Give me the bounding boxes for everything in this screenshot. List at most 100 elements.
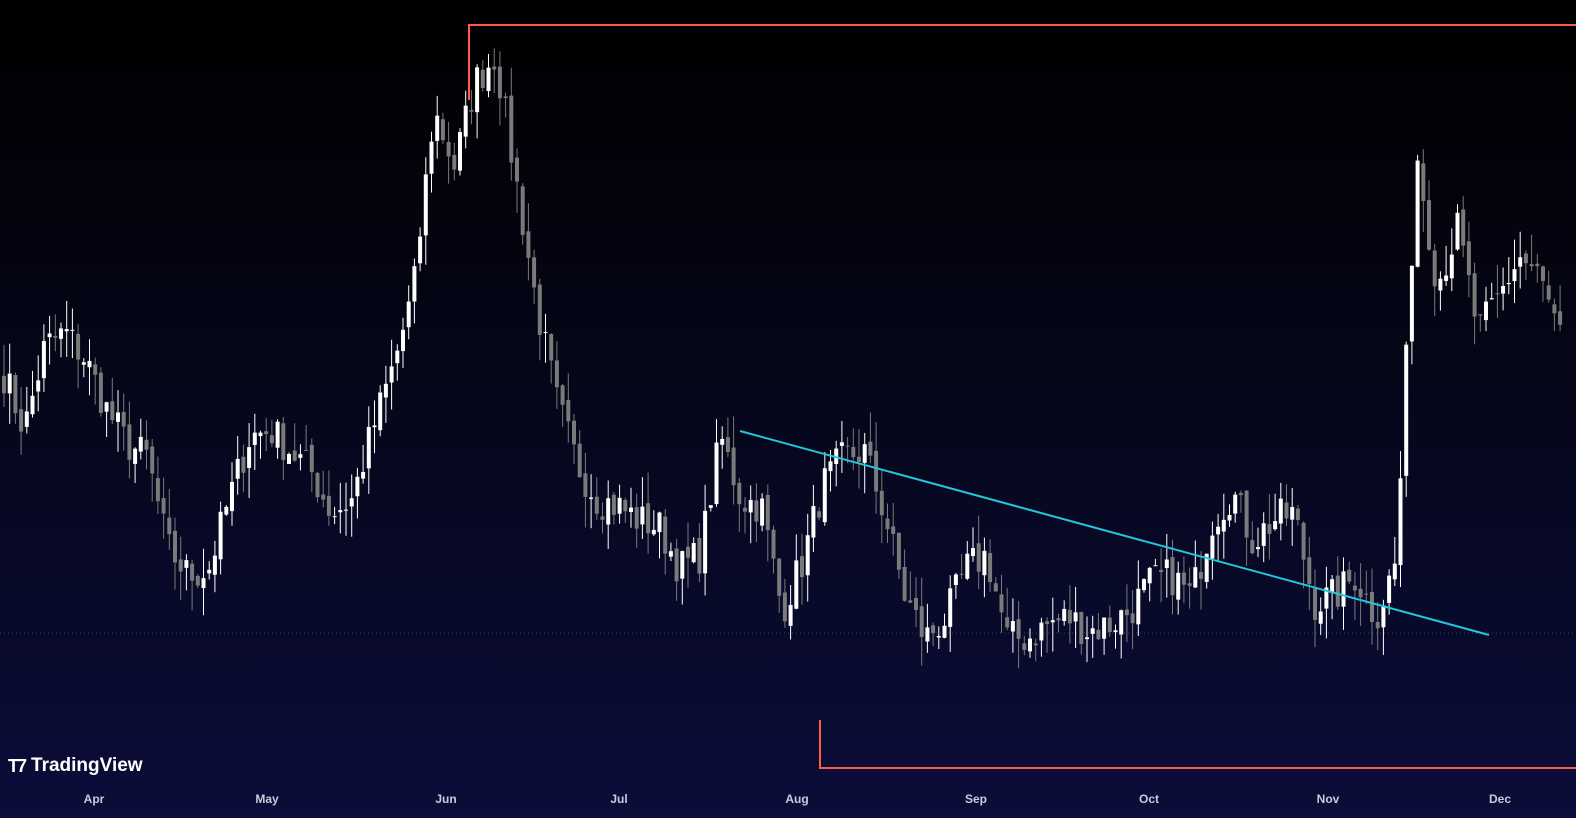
candle-body: [207, 569, 212, 574]
candle-body: [1432, 250, 1437, 287]
descending-trendline[interactable]: [739, 430, 1490, 636]
x-axis: Apr May Jun Jul Aug Sep Oct Nov Dec: [84, 792, 1512, 806]
candle-body: [1284, 502, 1289, 519]
candle-body: [155, 478, 160, 502]
candle-body: [857, 456, 861, 462]
candle-body: [554, 360, 559, 388]
candle-body: [1381, 605, 1386, 628]
candle-body: [1278, 498, 1283, 524]
candle-body: [110, 401, 115, 421]
candle-body: [771, 529, 776, 559]
candle-body: [7, 373, 12, 394]
candle-body: [178, 559, 183, 572]
candle-body: [201, 578, 206, 589]
candle-body: [1506, 282, 1511, 285]
candle-body: [36, 380, 41, 392]
candle-body: [1313, 588, 1317, 620]
candle-body: [475, 67, 480, 113]
candle-body: [515, 157, 519, 182]
candlestick-series: [2, 48, 1563, 669]
candle-body: [1541, 266, 1545, 281]
candle-body: [218, 511, 223, 560]
candle-body: [321, 494, 326, 500]
candle-body: [583, 473, 588, 497]
candle-body: [1102, 617, 1107, 639]
range-high-line[interactable]: [468, 24, 1576, 100]
candle-body: [1501, 286, 1506, 294]
candle-body: [782, 592, 787, 622]
candle-body: [212, 555, 217, 575]
candle-body: [1181, 572, 1186, 585]
candle-body: [298, 454, 303, 458]
candle-body: [800, 556, 804, 578]
candle-body: [851, 446, 856, 458]
candle-body: [1096, 629, 1101, 640]
candle-body: [748, 499, 753, 513]
range-low-line[interactable]: [819, 720, 1576, 769]
candle-body: [976, 543, 981, 572]
candle-body: [503, 96, 508, 99]
candle-body: [247, 447, 252, 468]
candle-body: [817, 511, 822, 518]
candle-body: [235, 458, 240, 479]
candle-body: [435, 115, 440, 141]
candle-body: [452, 154, 457, 170]
candle-body: [1290, 507, 1295, 520]
candle-body: [372, 425, 377, 428]
candle-body: [167, 517, 172, 535]
x-tick-label: Dec: [1489, 792, 1511, 806]
candle-body: [1227, 515, 1232, 521]
candle-body: [133, 448, 138, 464]
candle-body: [1404, 344, 1409, 476]
candle-body: [19, 409, 24, 432]
candle-body: [868, 441, 873, 456]
candle-body: [1466, 241, 1471, 276]
candle-body: [703, 510, 708, 574]
candle-body: [292, 450, 297, 461]
candle-body: [378, 392, 383, 431]
candle-body: [446, 141, 451, 157]
candle-body: [1073, 612, 1078, 622]
candle-body: [657, 512, 662, 533]
candle-body: [458, 131, 462, 171]
candle-body: [349, 498, 354, 507]
candle-body: [258, 432, 263, 437]
candle-body: [731, 447, 736, 486]
tradingview-logo[interactable]: T7 TradingView: [8, 755, 143, 777]
candle-body: [1409, 265, 1414, 342]
candle-body: [828, 461, 833, 472]
candle-body: [1050, 620, 1055, 623]
candle-body: [389, 366, 394, 383]
candle-body: [686, 546, 690, 558]
candle-body: [902, 567, 907, 601]
candle-body: [315, 472, 320, 498]
candle-body: [1022, 643, 1027, 651]
candle-body: [1449, 254, 1454, 279]
candle-body: [1067, 609, 1072, 624]
candle-body: [1484, 301, 1488, 321]
candle-body: [1364, 593, 1369, 595]
candle-body: [287, 454, 291, 464]
candle-body: [640, 506, 645, 525]
candle-body: [594, 496, 599, 514]
candle-body: [1187, 583, 1192, 586]
candle-body: [532, 257, 537, 288]
candle-body: [1461, 209, 1466, 246]
candle-body: [355, 476, 360, 497]
candle-body: [1193, 567, 1198, 588]
candle-body: [999, 594, 1004, 613]
candle-body: [269, 435, 274, 444]
candle-body: [1142, 579, 1146, 591]
candle-body: [794, 560, 799, 609]
candle-body: [492, 66, 497, 70]
candle-body: [1352, 585, 1357, 591]
candle-body: [777, 558, 782, 596]
candle-body: [811, 506, 816, 538]
candle-body: [104, 402, 109, 412]
candle-body: [646, 503, 651, 534]
candle-body: [931, 625, 936, 634]
candle-body: [589, 497, 594, 499]
candle-body: [195, 575, 200, 586]
x-tick-label: Jul: [610, 792, 627, 806]
